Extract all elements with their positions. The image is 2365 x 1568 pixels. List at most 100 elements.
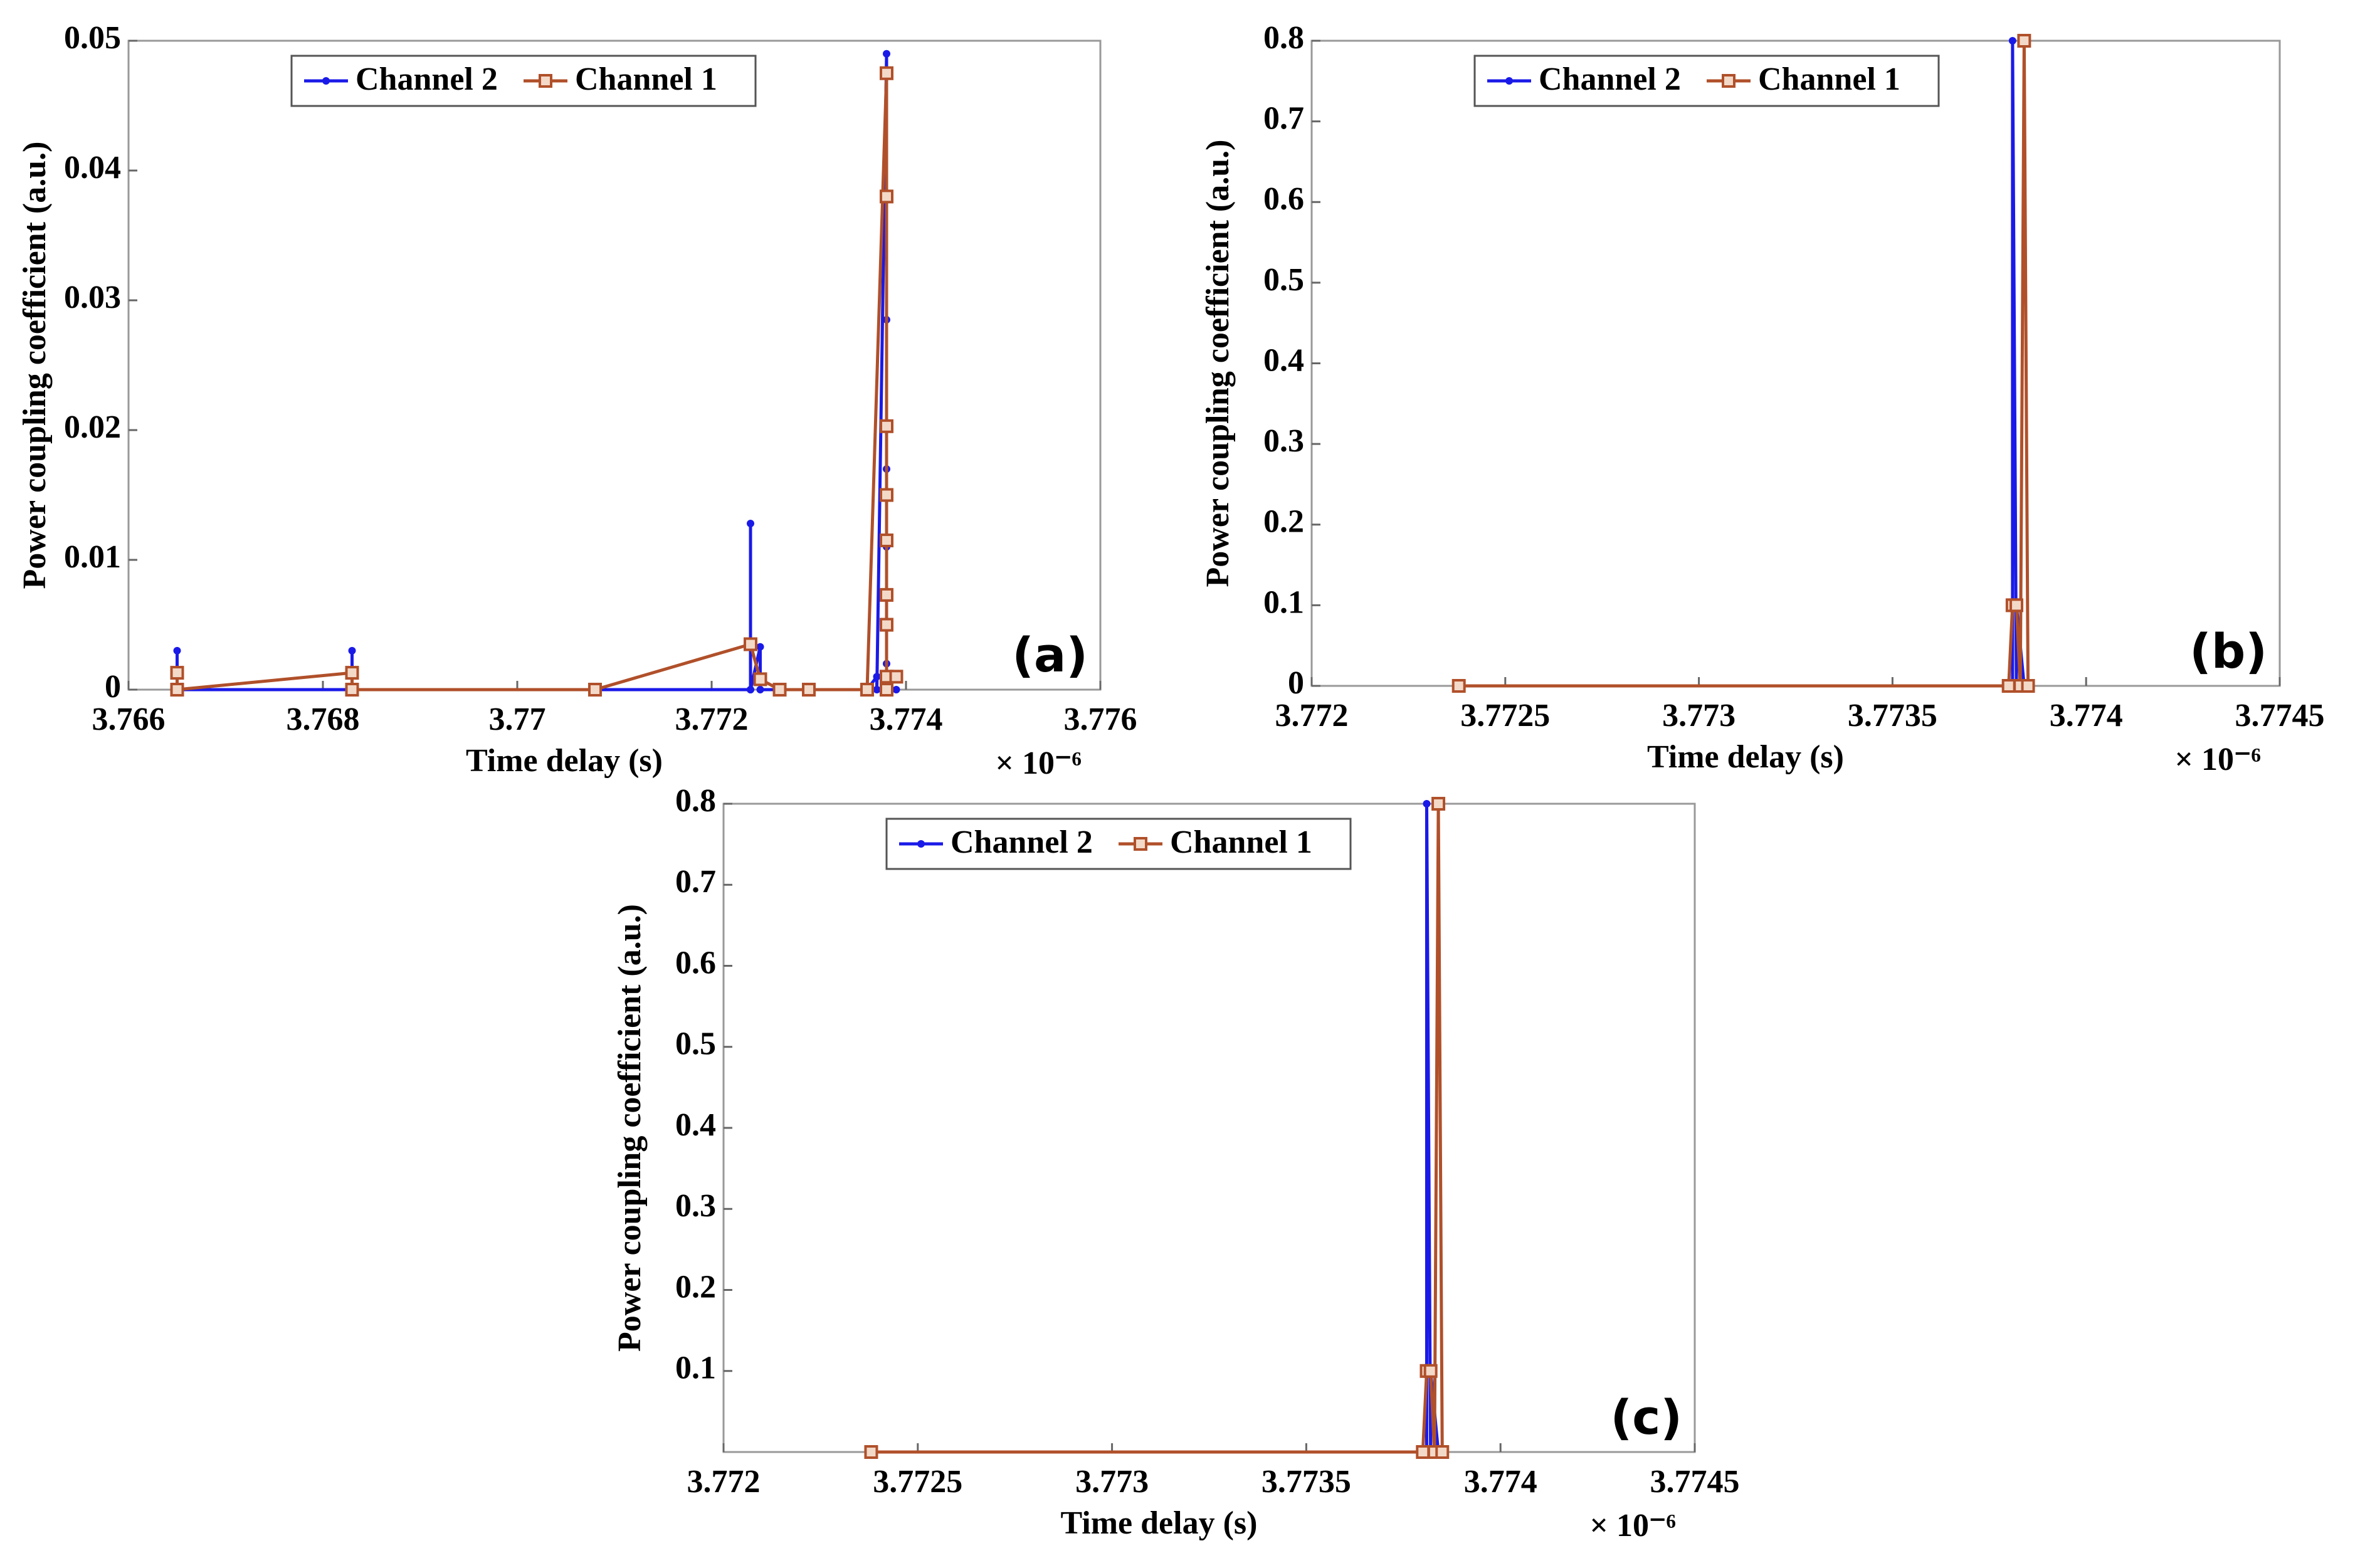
legend-marker xyxy=(322,77,330,85)
marker xyxy=(880,419,893,433)
y-tick-label: 0.8 xyxy=(675,783,716,819)
y-tick-label: 0.2 xyxy=(1263,504,1304,540)
marker xyxy=(2021,679,2035,693)
plot-area xyxy=(1310,39,2281,687)
marker xyxy=(747,520,754,528)
y-tick-label: 0.8 xyxy=(1263,20,1304,56)
y-tick-label: 0.05 xyxy=(64,20,121,56)
y-tick-label: 0.7 xyxy=(675,864,716,900)
x-tick-label: 3.77 xyxy=(489,702,546,737)
legend-label: Channel 1 xyxy=(1170,824,1312,860)
legend-marker xyxy=(1722,74,1736,88)
legend-marker xyxy=(539,74,552,88)
y-axis-label: Power coupling coefficient (a.u.) xyxy=(17,142,53,589)
marker xyxy=(880,587,893,602)
marker xyxy=(345,683,359,697)
y-tick-label: 0.5 xyxy=(675,1026,716,1062)
y-tick-label: 0.5 xyxy=(1263,262,1304,298)
marker xyxy=(873,686,881,693)
marker xyxy=(880,533,893,547)
marker xyxy=(756,643,764,651)
x-tick-label: 3.7725 xyxy=(1460,698,1550,734)
marker xyxy=(744,637,757,651)
x-tick-label: 3.772 xyxy=(1275,698,1349,734)
y-axis-label: Power coupling coefficient (a.u.) xyxy=(1200,140,1236,587)
marker xyxy=(756,686,764,693)
x-tick-label: 3.768 xyxy=(287,702,360,737)
x-tick-label: 3.7725 xyxy=(873,1464,962,1500)
x-tick-label: 3.7745 xyxy=(1650,1464,1740,1500)
x-tick-label: 3.776 xyxy=(1064,702,1137,737)
marker xyxy=(1423,800,1431,808)
panel-label: (c) xyxy=(1610,1389,1682,1445)
marker xyxy=(173,646,181,655)
panel-label: (a) xyxy=(1012,627,1088,683)
chart: 3.772 3.7725 3.773 3.7735 3.774 3.7745 0 0.1 0.2… xyxy=(1200,20,2325,777)
marker xyxy=(1435,1445,1450,1459)
marker xyxy=(873,673,881,681)
legend-label: Channel 1 xyxy=(1758,61,1900,97)
legend-box xyxy=(885,818,1352,870)
y-tick-label: 0.3 xyxy=(1263,423,1304,459)
marker xyxy=(753,672,767,687)
x-axis-label: Time delay (s) xyxy=(466,743,663,779)
x-tick-label: 3.774 xyxy=(870,702,943,737)
legend-label: Channel 1 xyxy=(575,61,717,97)
plot-area xyxy=(722,802,1696,1453)
panel-label: (b) xyxy=(2189,623,2267,679)
x-axis-label: Time delay (s) xyxy=(1061,1505,1258,1541)
x-tick-label: 3.773 xyxy=(1662,698,1736,734)
y-axis-label: Power coupling coefficient (a.u.) xyxy=(612,904,648,1352)
y-tick-label: 0.3 xyxy=(675,1188,716,1224)
y-tick-label: 0.1 xyxy=(1263,584,1304,620)
y-tick-label: 0.01 xyxy=(64,539,121,575)
marker xyxy=(1431,797,1446,811)
x-tick-label: 3.7735 xyxy=(1262,1464,1351,1500)
x-tick-label: 3.7735 xyxy=(1848,698,1937,734)
x-tick-label: 3.774 xyxy=(2050,698,2123,734)
y-tick-label: 0.4 xyxy=(1263,342,1304,378)
plot-area xyxy=(127,39,1102,691)
y-tick-label: 0.6 xyxy=(675,945,716,981)
marker xyxy=(880,488,893,502)
y-tick-label: 0.03 xyxy=(64,280,121,315)
marker xyxy=(2001,679,2016,693)
legend-label: Channel 2 xyxy=(356,61,498,97)
marker xyxy=(348,646,356,655)
marker xyxy=(2009,598,2024,613)
y-tick-label: 0 xyxy=(105,669,121,705)
x-tick-label: 3.7745 xyxy=(2235,698,2325,734)
marker xyxy=(1416,1445,1430,1459)
y-tick-label: 0 xyxy=(1288,665,1304,701)
marker xyxy=(2017,34,2031,48)
marker xyxy=(880,618,893,632)
marker xyxy=(170,683,184,697)
x-tick-label: 3.766 xyxy=(92,702,166,737)
marker xyxy=(892,686,900,693)
legend-label: Channel 2 xyxy=(951,824,1093,860)
marker xyxy=(2008,37,2016,45)
marker xyxy=(802,683,816,697)
x-tick-label: 3.772 xyxy=(687,1464,761,1500)
legend-label: Channel 2 xyxy=(1539,61,1681,97)
x-tick-label: 3.772 xyxy=(675,702,749,737)
marker xyxy=(880,683,893,697)
marker xyxy=(772,683,787,697)
marker xyxy=(860,683,874,697)
legend-marker xyxy=(1134,837,1147,851)
y-tick-label: 0.02 xyxy=(64,409,121,445)
y-tick-label: 0.4 xyxy=(675,1107,716,1143)
marker xyxy=(170,666,184,680)
marker xyxy=(1451,679,1466,693)
y-tick-label: 0.04 xyxy=(64,150,121,186)
marker xyxy=(883,50,890,58)
y-tick-label: 0.2 xyxy=(675,1269,716,1305)
x-multiplier: × 10⁻⁶ xyxy=(995,745,1082,781)
chart: 3.772 3.7725 3.773 3.7735 3.774 3.7745 0.1 0.2 0… xyxy=(612,783,1740,1544)
x-tick-label: 3.774 xyxy=(1464,1464,1537,1500)
x-multiplier: × 10⁻⁶ xyxy=(2174,742,2261,777)
legend-marker xyxy=(917,840,925,848)
y-tick-label: 0.1 xyxy=(675,1350,716,1386)
